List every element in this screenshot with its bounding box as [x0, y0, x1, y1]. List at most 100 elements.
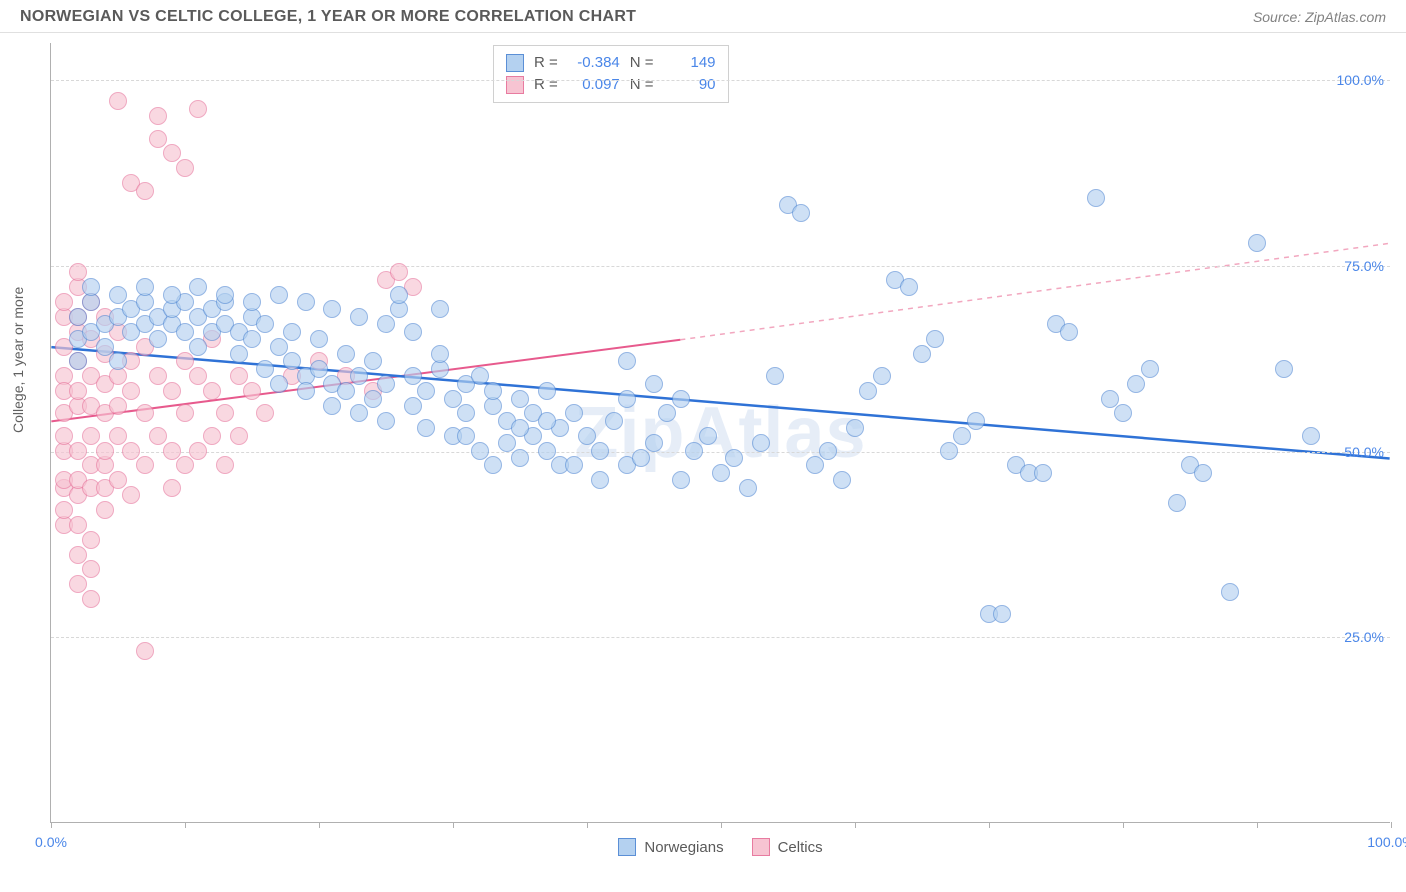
x-tick-mark — [51, 822, 52, 828]
data-point — [243, 293, 261, 311]
data-point — [109, 427, 127, 445]
data-point — [417, 382, 435, 400]
data-point — [1114, 404, 1132, 422]
x-tick-mark — [1257, 822, 1258, 828]
data-point — [618, 352, 636, 370]
data-point — [256, 315, 274, 333]
legend-row: R =-0.384N =149 — [506, 52, 716, 74]
data-point — [69, 442, 87, 460]
data-point — [364, 352, 382, 370]
data-point — [846, 419, 864, 437]
data-point — [1194, 464, 1212, 482]
data-point — [498, 434, 516, 452]
data-point — [364, 390, 382, 408]
data-point — [176, 404, 194, 422]
data-point — [953, 427, 971, 445]
data-point — [1141, 360, 1159, 378]
data-point — [122, 382, 140, 400]
legend-label: Norwegians — [644, 839, 723, 856]
data-point — [900, 278, 918, 296]
data-point — [511, 390, 529, 408]
x-tick-mark — [855, 822, 856, 828]
data-point — [270, 338, 288, 356]
chart-source: Source: ZipAtlas.com — [1253, 9, 1386, 25]
data-point — [270, 375, 288, 393]
data-point — [96, 442, 114, 460]
data-point — [565, 404, 583, 422]
x-tick-mark — [721, 822, 722, 828]
data-point — [323, 397, 341, 415]
data-point — [82, 427, 100, 445]
data-point — [404, 367, 422, 385]
data-point — [122, 486, 140, 504]
data-point — [323, 300, 341, 318]
legend-swatch — [752, 838, 770, 856]
data-point — [632, 449, 650, 467]
legend-swatch — [506, 76, 524, 94]
data-point — [752, 434, 770, 452]
data-point — [203, 427, 221, 445]
data-point — [203, 382, 221, 400]
data-point — [283, 323, 301, 341]
x-tick-mark — [1391, 822, 1392, 828]
legend-swatch — [506, 54, 524, 72]
x-tick-label: 0.0% — [35, 834, 67, 850]
data-point — [940, 442, 958, 460]
data-point — [230, 427, 248, 445]
data-point — [1275, 360, 1293, 378]
legend-r-value: 0.097 — [568, 74, 620, 96]
chart-container: College, 1 year or more ZipAtlas R =-0.3… — [0, 33, 1406, 883]
legend-item: Norwegians — [618, 838, 723, 856]
data-point — [69, 263, 87, 281]
data-point — [431, 300, 449, 318]
data-point — [471, 367, 489, 385]
data-point — [1168, 494, 1186, 512]
data-point — [645, 375, 663, 393]
data-point — [1248, 234, 1266, 252]
data-point — [243, 382, 261, 400]
legend-n-label: N = — [630, 52, 654, 74]
data-point — [913, 345, 931, 363]
data-point — [511, 419, 529, 437]
data-point — [350, 404, 368, 422]
data-point — [163, 286, 181, 304]
x-tick-mark — [587, 822, 588, 828]
data-point — [310, 330, 328, 348]
data-point — [69, 516, 87, 534]
data-point — [136, 642, 154, 660]
data-point — [725, 449, 743, 467]
data-point — [444, 390, 462, 408]
legend-n-label: N = — [630, 74, 654, 96]
data-point — [149, 367, 167, 385]
data-point — [538, 412, 556, 430]
data-point — [82, 531, 100, 549]
data-point — [538, 382, 556, 400]
data-point — [69, 352, 87, 370]
data-point — [699, 427, 717, 445]
legend-n-value: 149 — [664, 52, 716, 74]
x-tick-mark — [989, 822, 990, 828]
data-point — [82, 560, 100, 578]
data-point — [645, 434, 663, 452]
data-point — [69, 575, 87, 593]
data-point — [283, 352, 301, 370]
data-point — [176, 323, 194, 341]
data-point — [605, 412, 623, 430]
legend-r-value: -0.384 — [568, 52, 620, 74]
gridline — [51, 637, 1390, 638]
legend-r-label: R = — [534, 74, 558, 96]
data-point — [189, 100, 207, 118]
data-point — [859, 382, 877, 400]
data-point — [457, 404, 475, 422]
data-point — [712, 464, 730, 482]
data-point — [310, 360, 328, 378]
data-point — [873, 367, 891, 385]
data-point — [377, 375, 395, 393]
data-point — [96, 338, 114, 356]
data-point — [350, 308, 368, 326]
data-point — [149, 330, 167, 348]
data-point — [96, 501, 114, 519]
data-point — [297, 382, 315, 400]
data-point — [792, 204, 810, 222]
data-point — [109, 352, 127, 370]
